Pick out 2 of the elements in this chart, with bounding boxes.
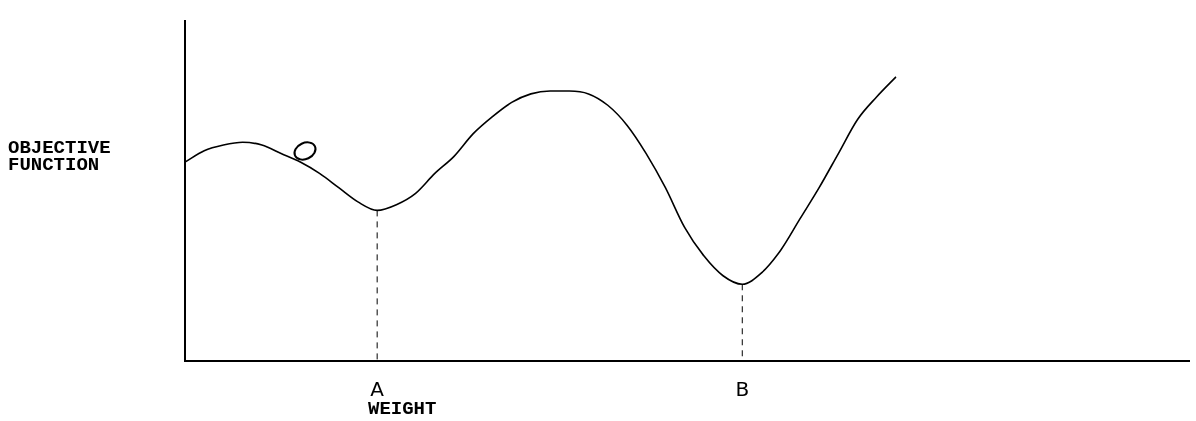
x-tick-label: B bbox=[735, 377, 750, 402]
y-axis-title: OBJECTIVE FUNCTION bbox=[8, 137, 112, 176]
